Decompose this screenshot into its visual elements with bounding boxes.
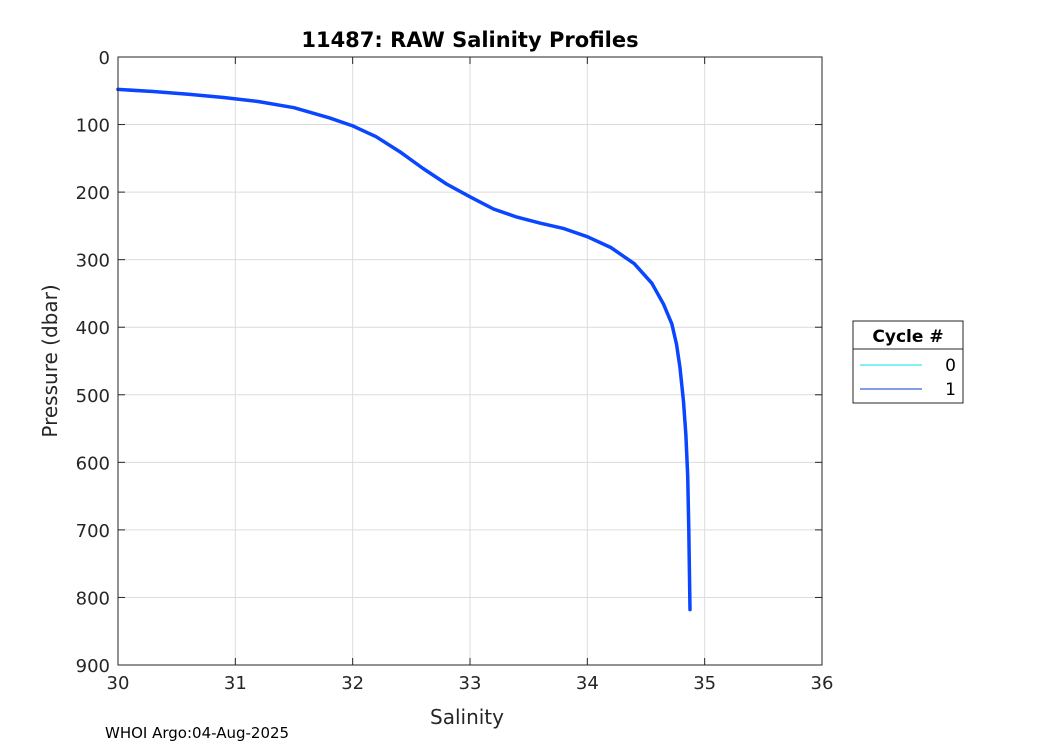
x-tick-label: 31 (224, 673, 247, 694)
x-tick-label: 36 (811, 673, 834, 694)
legend-label-1: 1 (945, 380, 956, 400)
y-tick-label: 300 (76, 251, 110, 272)
y-tick-label: 600 (76, 453, 110, 474)
y-tick-label: 800 (76, 588, 110, 609)
x-tick-label: 35 (693, 673, 716, 694)
series-line-cycle-1 (116, 87, 692, 612)
chart-title: 11487: RAW Salinity Profiles (301, 28, 638, 52)
y-tick-label: 700 (76, 521, 110, 542)
x-axis-label: Salinity (430, 705, 504, 729)
legend-label-0: 0 (945, 356, 956, 376)
y-tick-label: 500 (76, 386, 110, 407)
axis-ticks: 30 31 32 33 34 35 36 0 100 200 300 400 500 600 700 800 9… (76, 48, 834, 694)
x-tick-label: 34 (576, 673, 599, 694)
plot-series (116, 87, 692, 612)
x-tick-label: 32 (341, 673, 364, 694)
x-tick-label: 33 (459, 673, 482, 694)
legend: Cycle # 0 1 (852, 320, 964, 404)
footer-credit: WHOI Argo:04-Aug-2025 (105, 724, 290, 742)
y-tick-label: 0 (99, 48, 110, 69)
y-tick-label: 200 (76, 183, 110, 204)
x-tick-label: 30 (107, 673, 130, 694)
legend-title: Cycle # (872, 327, 943, 347)
y-axis-label: Pressure (dbar) (38, 284, 62, 437)
grid-lines (117, 56, 823, 666)
y-tick-label: 100 (76, 116, 110, 137)
y-tick-label: 900 (76, 656, 110, 677)
y-tick-label: 400 (76, 318, 110, 339)
